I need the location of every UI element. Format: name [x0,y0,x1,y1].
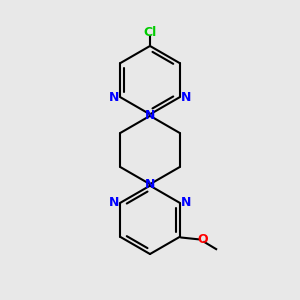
Text: N: N [109,196,119,209]
Text: Cl: Cl [143,26,157,38]
Text: N: N [181,91,191,104]
Text: N: N [145,109,155,122]
Text: O: O [197,233,208,246]
Text: N: N [145,178,155,191]
Text: N: N [181,196,191,209]
Text: N: N [109,91,119,104]
